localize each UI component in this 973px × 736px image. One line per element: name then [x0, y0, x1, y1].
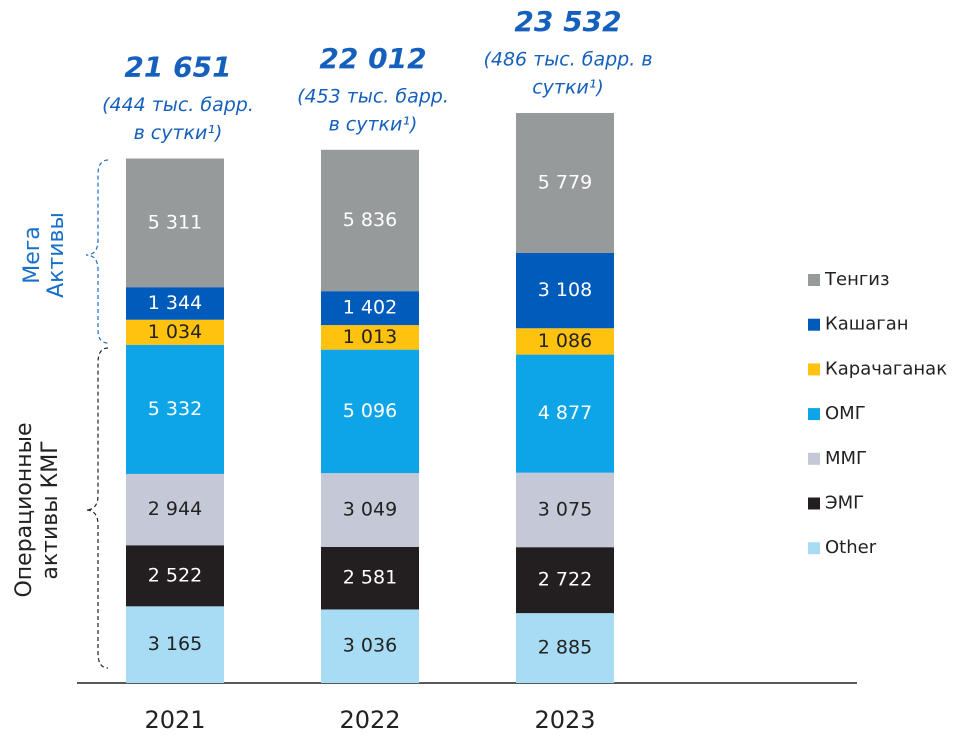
- legend-swatch: [808, 542, 820, 555]
- group-label-mega: Мега Активы: [20, 212, 69, 298]
- legend-label: Other: [825, 537, 877, 558]
- value-label: 1 086: [538, 330, 592, 352]
- value-label: 5 332: [148, 398, 202, 420]
- value-label: 2 522: [148, 564, 202, 586]
- legend-label: Тенгиз: [824, 269, 890, 290]
- legend-swatch: [808, 497, 820, 510]
- bar-segment: [321, 349, 419, 474]
- value-label: 5 311: [148, 211, 202, 233]
- bar-segment: [516, 547, 614, 614]
- total-note: сутки¹): [532, 77, 604, 99]
- value-label: 1 013: [343, 326, 397, 348]
- total-label: 21 651: [124, 51, 231, 84]
- legend-swatch: [808, 363, 820, 376]
- bar-segment: [126, 606, 224, 683]
- value-label: 4 877: [538, 402, 592, 424]
- group-label: Операционные: [12, 422, 37, 597]
- legend-label: ОМГ: [825, 403, 866, 424]
- group-label: активы КМГ: [38, 440, 63, 579]
- value-label: 5 779: [538, 171, 592, 193]
- bar-segment: [126, 287, 224, 320]
- legend-swatch: [808, 452, 820, 465]
- value-label: 3 049: [343, 499, 397, 521]
- total-note: в сутки¹): [329, 113, 418, 135]
- legend-swatch: [808, 408, 820, 421]
- bar-segment: [126, 545, 224, 607]
- value-label: 3 075: [538, 498, 592, 520]
- value-label: 2 944: [148, 498, 202, 520]
- value-label: 3 165: [148, 633, 202, 655]
- bracket-mega: [85, 159, 109, 344]
- bar-segment: [321, 546, 419, 610]
- value-label: 5 096: [343, 400, 397, 422]
- total-note: (444 тыс. барр.: [102, 94, 254, 116]
- value-label: 2 885: [538, 637, 592, 659]
- bar-segment: [516, 113, 614, 253]
- bar-segment: [126, 158, 224, 288]
- x-tick-label: 2023: [534, 706, 595, 732]
- bar-segment: [516, 472, 614, 548]
- value-label: 2 581: [343, 567, 397, 589]
- group-label: Мега: [20, 226, 45, 284]
- legend-swatch: [808, 318, 820, 331]
- value-label: 1 402: [343, 297, 397, 319]
- bar-segment: [321, 325, 419, 350]
- bracket-operational: [85, 347, 109, 669]
- value-label: 5 836: [343, 209, 397, 231]
- bar-segment: [516, 613, 614, 683]
- value-label: 1 034: [148, 321, 202, 343]
- value-label: 3 108: [538, 279, 592, 301]
- bar-segment: [126, 344, 224, 474]
- value-label: 2 722: [538, 569, 592, 591]
- x-tick-label: 2021: [144, 706, 205, 732]
- legend-label: ЭМГ: [825, 493, 864, 514]
- value-label: 1 344: [148, 292, 202, 314]
- total-note: (453 тыс. барр.: [297, 85, 449, 107]
- total-note: (486 тыс. барр. в: [483, 49, 652, 71]
- group-label: Активы: [44, 212, 69, 298]
- legend-label: Карачаганак: [825, 358, 947, 379]
- value-label: 3 036: [343, 635, 397, 657]
- bar-segment: [516, 252, 614, 329]
- bar-segment: [321, 473, 419, 547]
- total-label: 23 532: [514, 5, 621, 38]
- bar-segment: [516, 328, 614, 355]
- total-label: 22 012: [319, 42, 426, 75]
- total-note: в сутки¹): [134, 122, 223, 144]
- bar-segment: [516, 354, 614, 473]
- legend-label: ММГ: [825, 448, 867, 469]
- bar-segment: [321, 291, 419, 326]
- bar-segment: [126, 319, 224, 345]
- bar-segment: [321, 149, 419, 292]
- bar-segment: [321, 609, 419, 683]
- x-tick-label: 2022: [339, 706, 400, 732]
- legend-label: Кашаган: [825, 314, 909, 335]
- legend-swatch: [808, 274, 820, 286]
- bar-segment: [126, 473, 224, 546]
- group-label-operational: Операционные активы КМГ: [12, 422, 63, 597]
